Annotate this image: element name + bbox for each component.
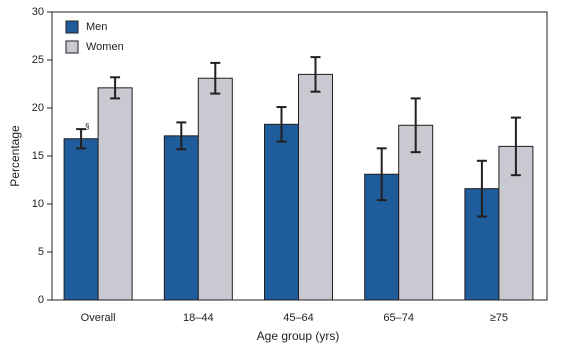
- annotation: §: [85, 122, 89, 131]
- legend-label: Women: [86, 41, 124, 53]
- legend-label: Men: [86, 21, 107, 33]
- x-tick-label: 18–44: [183, 312, 214, 324]
- legend-swatch: [65, 20, 79, 34]
- y-tick-label: 30: [32, 6, 44, 18]
- legend-swatch: [65, 40, 79, 54]
- bar: [63, 138, 99, 301]
- x-tick-label: ≥75: [490, 312, 508, 324]
- bar: [197, 77, 233, 301]
- y-tick-label: 15: [32, 150, 44, 162]
- bar: [298, 73, 333, 301]
- x-tick-label: Overall: [81, 312, 116, 324]
- x-tick-label: 65–74: [383, 312, 414, 324]
- bar: [398, 124, 434, 301]
- y-tick-label: 20: [32, 102, 44, 114]
- y-tick-label: 5: [38, 246, 44, 258]
- y-axis-label: Percentage: [8, 125, 22, 187]
- y-tick-label: 10: [32, 198, 44, 210]
- bar: [264, 123, 299, 301]
- x-axis-label: Age group (yrs): [257, 329, 340, 343]
- bar: [97, 87, 133, 301]
- bar: [163, 135, 199, 301]
- y-tick-label: 0: [38, 294, 44, 306]
- y-tick-label: 25: [32, 54, 44, 66]
- x-tick-label: 45–64: [283, 312, 314, 324]
